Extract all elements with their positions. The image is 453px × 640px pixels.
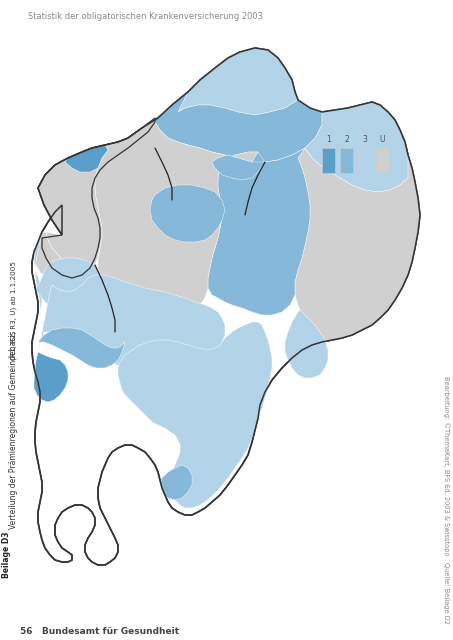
Text: Verteilung der Prämienregionen auf Gemeindebasis: Verteilung der Prämienregionen auf Gemei…: [10, 331, 19, 529]
Polygon shape: [95, 118, 258, 318]
Polygon shape: [155, 92, 322, 162]
Polygon shape: [285, 310, 328, 378]
Polygon shape: [178, 48, 298, 115]
Text: Beilage D3: Beilage D3: [3, 532, 11, 579]
Text: (R1, R2, R3, U) ab 1.1.2005: (R1, R2, R3, U) ab 1.1.2005: [11, 260, 17, 360]
Polygon shape: [118, 322, 272, 508]
Bar: [322, 148, 335, 173]
Polygon shape: [32, 48, 420, 565]
Polygon shape: [34, 352, 68, 402]
Text: Statistik der obligatorischen Krankenversicherung 2003: Statistik der obligatorischen Krankenver…: [28, 12, 263, 21]
Text: 2: 2: [344, 135, 349, 144]
Polygon shape: [35, 258, 102, 322]
Text: 1: 1: [326, 135, 331, 144]
Polygon shape: [38, 275, 225, 380]
Text: 56   Bundesamt für Gesundheit: 56 Bundesamt für Gesundheit: [20, 627, 179, 636]
Polygon shape: [38, 328, 125, 368]
Polygon shape: [34, 232, 100, 292]
Polygon shape: [212, 155, 265, 180]
Text: 3: 3: [362, 135, 367, 144]
Bar: [376, 148, 389, 173]
Text: Bearbeitung: ©ThemaKart, BFS Ed. 2003 & Swisstopo   Quelle: Beilage D2: Bearbeitung: ©ThemaKart, BFS Ed. 2003 & …: [443, 376, 449, 624]
Bar: [340, 148, 353, 173]
Polygon shape: [150, 185, 225, 242]
Polygon shape: [65, 145, 108, 172]
Polygon shape: [38, 145, 108, 272]
Polygon shape: [295, 148, 420, 342]
Polygon shape: [208, 148, 310, 315]
Text: U: U: [380, 135, 385, 144]
Polygon shape: [34, 232, 46, 342]
Polygon shape: [160, 465, 192, 500]
Polygon shape: [298, 100, 412, 192]
Bar: [358, 148, 371, 173]
